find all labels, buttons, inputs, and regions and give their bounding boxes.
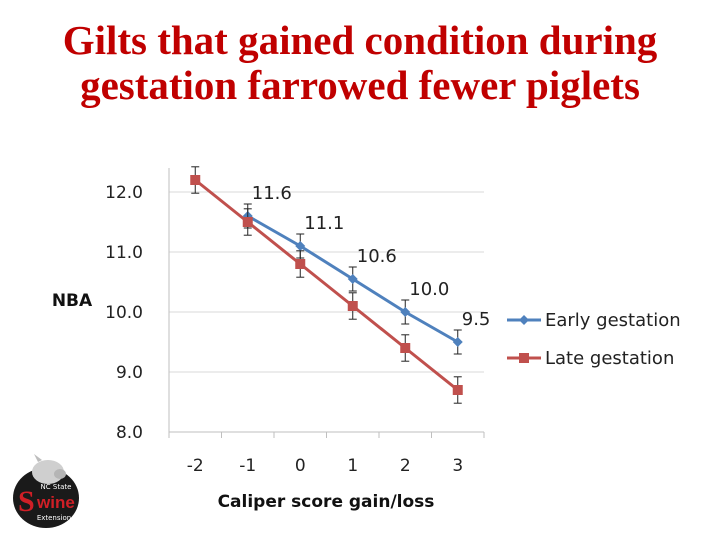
slide-title-line-2: gestation farrowed fewer piglets (80, 62, 640, 108)
legend-marker-early (519, 315, 529, 325)
y-tick-label: 9.0 (116, 363, 143, 383)
legend-marker-late (519, 353, 529, 363)
axis-layer: 12.0 11.0 10.0 9.0 8.0 -2 -1 0 1 2 3 NBA Caliper sco… (52, 168, 485, 512)
logo-text-extension: Extension (37, 514, 71, 522)
data-point-early (295, 241, 306, 251)
y-tick-label: 10.0 (105, 303, 143, 323)
data-point-late (242, 217, 253, 227)
y-tick-label: 11.0 (105, 243, 143, 263)
series-layer (190, 166, 463, 404)
data-point-late (347, 301, 358, 311)
label-layer: 11.6 11.1 10.6 10.0 9.5 (252, 183, 491, 330)
swine-extension-logo: NC State S wine Extension (13, 454, 79, 528)
legend: Early gestation Late gestation (507, 310, 681, 369)
series-line-late (194, 178, 459, 392)
data-point-late (295, 259, 306, 269)
data-label: 10.0 (409, 279, 449, 300)
slide-title: Gilts that gained condition during gesta… (0, 18, 720, 108)
data-label: 10.6 (357, 246, 397, 267)
data-label: 9.5 (462, 309, 491, 330)
data-point-early (347, 274, 358, 284)
x-tick-label: 1 (347, 456, 358, 476)
y-tick-label: 12.0 (105, 183, 143, 203)
legend-label: Early gestation (545, 310, 681, 331)
pig-ear-icon (34, 454, 42, 462)
y-axis-title: NBA (52, 291, 93, 311)
x-axis-title: Caliper score gain/loss (218, 492, 435, 512)
data-point-early (400, 307, 411, 317)
x-tick-label: 2 (400, 456, 411, 476)
data-point-late (400, 343, 411, 353)
pig-snout-icon (54, 469, 66, 479)
slide-title-line-1: Gilts that gained condition during (62, 17, 658, 63)
data-point-early (452, 337, 463, 347)
data-point-late (190, 175, 201, 185)
x-tick-label: 3 (452, 456, 463, 476)
logo-letter-s: S (18, 485, 35, 518)
data-label: 11.6 (252, 183, 292, 204)
legend-label: Late gestation (545, 348, 674, 369)
logo-text-wine: wine (36, 493, 75, 512)
data-label: 11.1 (304, 213, 344, 234)
data-point-late (452, 385, 463, 395)
x-tick-label: 0 (295, 456, 306, 476)
logo-text-ncstate: NC State (41, 483, 72, 491)
x-tick-label: -2 (187, 456, 204, 476)
y-tick-label: 8.0 (116, 423, 143, 443)
logo-badge-background (13, 468, 79, 528)
x-tick-label: -1 (239, 456, 256, 476)
pig-icon (32, 460, 64, 484)
grid-layer (169, 191, 484, 373)
